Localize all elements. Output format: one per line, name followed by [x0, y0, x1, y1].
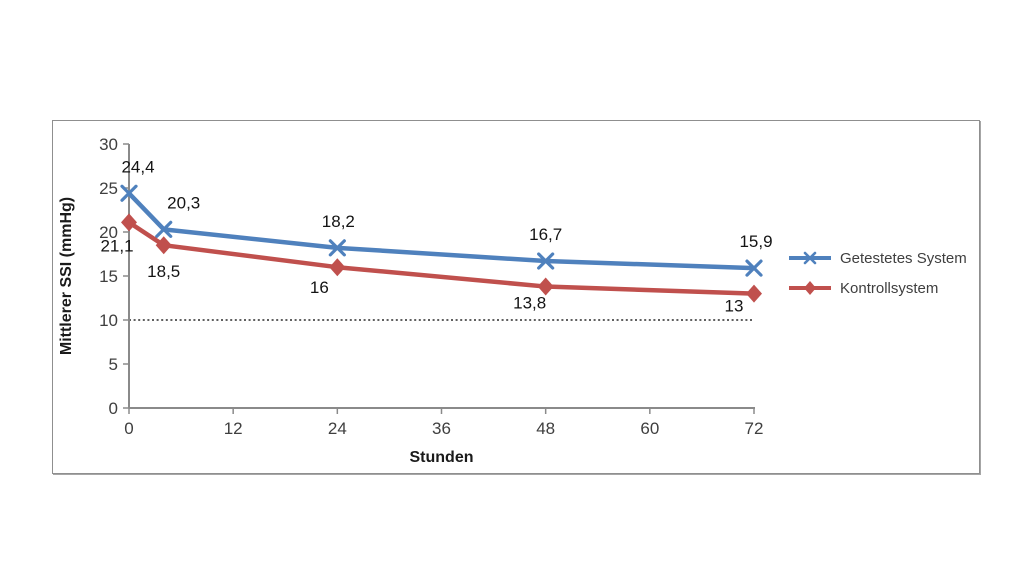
data-label: 13,8 — [513, 294, 546, 313]
chart-panel: 0 5 10 15 20 25 30 0 12 24 36 48 60 72 Stunden Mittlere… — [52, 120, 980, 474]
x-tick-label: 60 — [640, 419, 659, 438]
series-line — [126, 220, 757, 296]
y-tick-label: 30 — [99, 135, 118, 154]
legend-label: Kontrollsystem — [840, 279, 939, 297]
legend-item-getestetes-system[interactable]: Getestetes System — [788, 243, 967, 273]
series-getestetes-system: 24,4 20,3 18,2 16,7 15,9 — [120, 157, 773, 277]
legend: Getestetes System Kontrollsystem — [788, 243, 967, 303]
y-tick-label: 10 — [99, 311, 118, 330]
data-label: 18,5 — [147, 262, 180, 281]
x-tick-label: 48 — [536, 419, 555, 438]
data-label: 16,7 — [529, 225, 562, 244]
data-label: 15,9 — [739, 232, 772, 251]
data-label: 13 — [725, 297, 744, 316]
y-tick-label: 0 — [109, 399, 118, 418]
x-tick-label: 12 — [224, 419, 243, 438]
x-tick-label: 24 — [328, 419, 347, 438]
data-label: 16 — [310, 278, 329, 297]
data-label: 21,1 — [100, 236, 133, 255]
legend-diamond-marker-icon — [789, 281, 831, 295]
y-tick-label: 25 — [99, 179, 118, 198]
data-label: 18,2 — [322, 212, 355, 231]
x-tick-label: 36 — [432, 419, 451, 438]
legend-x-marker-icon — [789, 251, 831, 265]
x-axis-title: Stunden — [410, 449, 474, 466]
legend-item-kontrollsystem[interactable]: Kontrollsystem — [788, 273, 967, 303]
y-axis-title: Mittlerer SSI (mmHg) — [58, 197, 75, 355]
line-chart: 0 5 10 15 20 25 30 0 12 24 36 48 60 72 Stunden Mittlere… — [58, 135, 773, 466]
y-tick-label: 15 — [99, 267, 118, 286]
y-tick-label: 5 — [109, 355, 118, 374]
legend-label: Getestetes System — [840, 249, 967, 267]
series-line — [126, 191, 757, 271]
x-tick-label: 72 — [745, 419, 764, 438]
x-tick-label: 0 — [124, 419, 133, 438]
x-tick-labels: 0 12 24 36 48 60 72 — [124, 408, 763, 438]
y-tick-label: 20 — [99, 223, 118, 242]
series-kontrollsystem: 21,1 18,5 16 13,8 13 — [100, 213, 762, 316]
data-label: 20,3 — [167, 193, 200, 212]
data-label: 24,4 — [121, 157, 154, 176]
y-tick-labels: 0 5 10 15 20 25 30 — [99, 135, 129, 418]
